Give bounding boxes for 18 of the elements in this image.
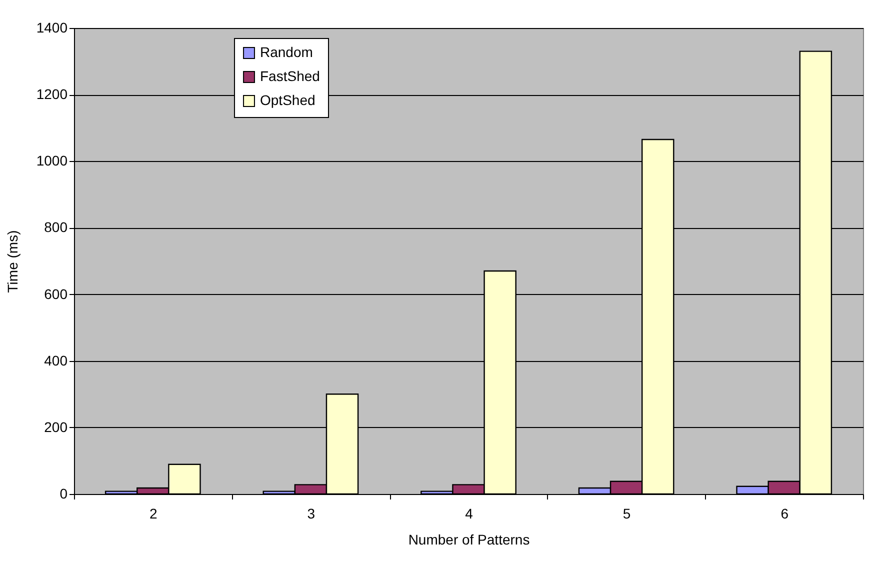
y-tick-label: 1000 [36,152,68,169]
x-axis-title: Number of Patterns [408,532,530,548]
x-tick-label: 4 [465,506,474,522]
legend-label: OptShed [260,92,316,108]
y-tick-label: 400 [44,352,68,368]
y-tick-label: 1200 [36,86,68,102]
y-tick-label: 200 [44,418,68,435]
x-tick-label: 2 [150,506,158,522]
y-tick-label: 600 [44,286,68,302]
y-tick-label: 0 [60,486,68,502]
legend-label: Random [260,44,313,60]
x-tick-label: 6 [780,506,789,522]
y-axis-title: Time (ms) [4,230,20,293]
y-tick-label: 1400 [36,20,68,36]
x-tick-label: 3 [307,506,316,522]
y-tick-label: 800 [44,219,68,236]
legend-label: FastShed [260,68,320,84]
x-tick-label: 5 [622,506,631,522]
